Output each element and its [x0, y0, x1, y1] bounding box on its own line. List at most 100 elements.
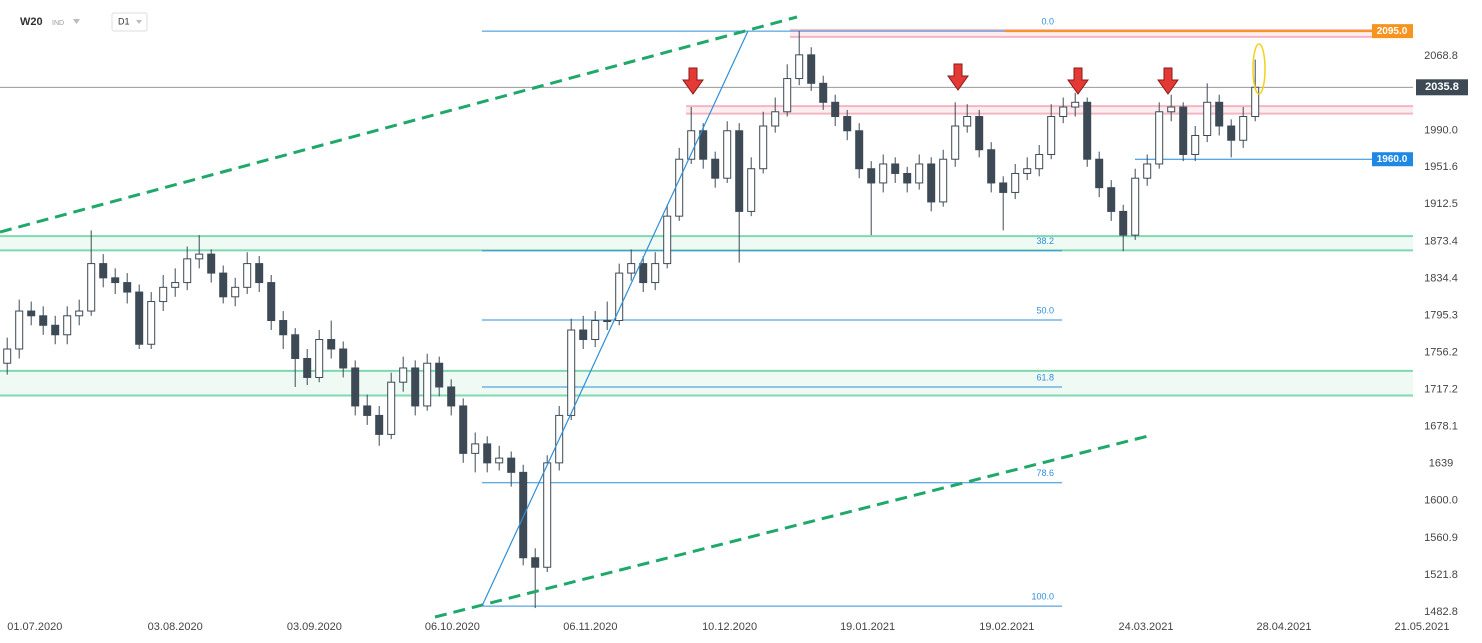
- candle-body: [1023, 168, 1032, 174]
- annotations: 0.0 38.2 50.0 61.8 78.6 100.0: [0, 16, 1413, 607]
- zone: [0, 370, 1413, 396]
- candle-body: [579, 329, 588, 341]
- candle-body: [147, 301, 156, 345]
- candle-body: [291, 334, 300, 359]
- candle-body: [843, 116, 852, 132]
- fib-label: 50.0: [1036, 305, 1054, 315]
- fib-label: 61.8: [1036, 372, 1054, 382]
- candle-body: [363, 405, 372, 416]
- candle-body: [183, 258, 192, 284]
- candle-body: [855, 130, 864, 170]
- dropdown-caret: [136, 20, 142, 24]
- candle-body: [531, 557, 540, 568]
- y-tick-label: 1834.4: [1424, 272, 1458, 284]
- candle-body: [279, 320, 288, 336]
- candle-body: [891, 163, 900, 174]
- candle-body: [1167, 106, 1176, 113]
- candle-body: [135, 291, 144, 345]
- last-price-tag: [1416, 79, 1468, 96]
- candle-body: [267, 282, 276, 322]
- market: IND: [52, 20, 64, 27]
- candle-body: [1011, 172, 1020, 193]
- candle-body: [567, 329, 576, 416]
- y-tick-label: 1521.8: [1424, 569, 1458, 581]
- y-tick-label: 1482.8: [1424, 606, 1458, 618]
- y-tick-label: 2068.8: [1424, 50, 1458, 62]
- candle-body: [711, 158, 720, 179]
- candle-body: [495, 457, 504, 464]
- candle-body: [195, 253, 204, 260]
- candle-body: [39, 315, 48, 326]
- candle-body: [699, 130, 708, 160]
- candle-body: [879, 163, 888, 184]
- candle-body: [435, 362, 444, 388]
- y-tick-label: 1560.9: [1424, 532, 1458, 544]
- candle-body: [15, 310, 24, 350]
- candle-body: [1119, 210, 1128, 236]
- header: W20 IND D1: [20, 12, 148, 32]
- zone: [686, 106, 1413, 114]
- fib-anchor-line: [481, 30, 749, 607]
- candle-body: [915, 163, 924, 184]
- candle-body: [63, 315, 72, 336]
- candle-body: [423, 362, 432, 407]
- dropdown-caret[interactable]: [73, 19, 80, 24]
- candle-body: [783, 78, 792, 113]
- y-tick-label: 1912.5: [1424, 198, 1458, 210]
- candle-body: [927, 163, 936, 203]
- candle-body: [1251, 86, 1260, 118]
- y-tick-label: 1639: [1429, 458, 1453, 470]
- candle-body: [87, 263, 96, 312]
- candle-body: [735, 130, 744, 212]
- candle-body: [1203, 101, 1212, 137]
- candle-body: [1107, 187, 1116, 212]
- candle-body: [675, 158, 684, 217]
- candle-body: [1071, 101, 1080, 108]
- candle-body: [963, 116, 972, 127]
- x-tick-label: 03.08.2020: [148, 621, 203, 633]
- highlight-ellipse: [1252, 43, 1266, 95]
- level-tag: [1372, 24, 1413, 39]
- candle-body: [1239, 116, 1248, 141]
- candle-body: [1155, 111, 1164, 165]
- candle-body: [375, 414, 384, 435]
- candle-body: [1191, 135, 1200, 155]
- candle-body: [807, 54, 816, 84]
- candle-body: [243, 263, 252, 288]
- candle-body: [1131, 177, 1140, 236]
- x-tick-label: 06.11.2020: [563, 621, 617, 633]
- candle-body: [771, 111, 780, 127]
- candle-body: [1035, 153, 1044, 170]
- candle-body: [1083, 101, 1092, 160]
- y-tick-label: 1990.0: [1424, 125, 1458, 137]
- y-tick-label: 1873.4: [1424, 235, 1458, 247]
- candle-body: [327, 339, 336, 350]
- candle-body: [471, 443, 480, 454]
- candle-body: [123, 282, 132, 293]
- timeframe: D1: [118, 16, 130, 26]
- candle-body: [315, 339, 324, 378]
- axes: 2095.0 1960.0 2068.8 1990.0 1951.6 1912.5 1873…: [7, 24, 1468, 633]
- candle-body: [747, 168, 756, 212]
- x-tick-label: 28.04.2021: [1256, 621, 1311, 633]
- candle-body: [231, 286, 240, 298]
- timeframe-box[interactable]: [111, 12, 148, 32]
- level-tag-label: 1960.0: [1377, 154, 1408, 165]
- candle-body: [303, 357, 312, 378]
- candle-body: [219, 272, 228, 298]
- candle-body: [1059, 106, 1068, 118]
- candle-body: [255, 263, 264, 284]
- x-tick-label: 01.07.2020: [7, 621, 62, 633]
- candle-body: [939, 158, 948, 203]
- candle-body: [387, 381, 396, 435]
- candle-body: [1143, 163, 1152, 179]
- y-tick-label: 1756.2: [1424, 347, 1458, 359]
- candle-body: [639, 263, 648, 284]
- candle-body: [615, 272, 624, 322]
- fib-label: 38.2: [1036, 236, 1054, 246]
- candle-body: [483, 443, 492, 464]
- candle-body: [1215, 101, 1224, 127]
- candle-body: [1095, 158, 1104, 189]
- candle-body: [1179, 106, 1188, 155]
